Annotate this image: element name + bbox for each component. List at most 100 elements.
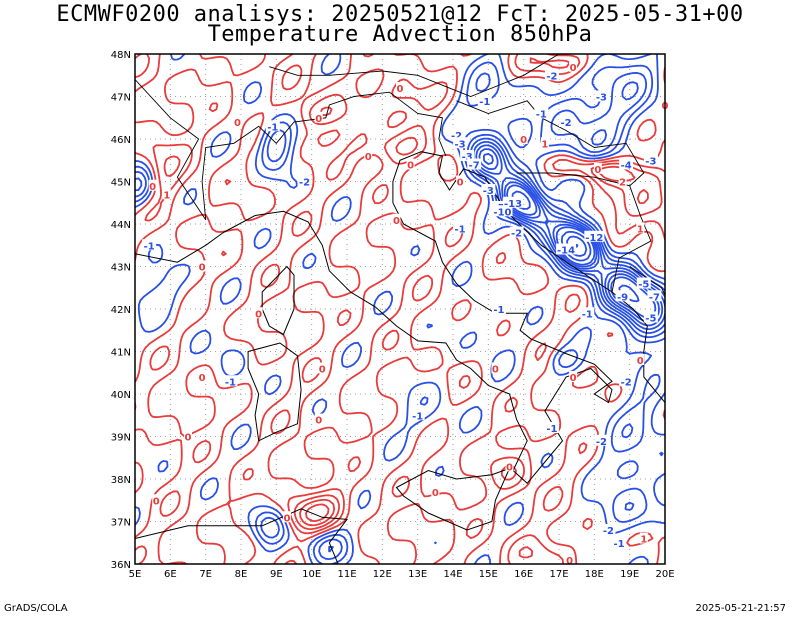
contour-value-label: -13 — [504, 199, 522, 210]
contour-value-label: 0 — [234, 118, 241, 129]
contour-value-label: -2 — [546, 71, 557, 82]
contour-label-background — [636, 354, 645, 365]
contour-value-label: -5 — [645, 314, 656, 325]
negative-advection-contour — [574, 243, 579, 248]
contour-label-background — [282, 511, 291, 523]
contour-label-background — [559, 116, 574, 127]
contour-label-background — [519, 133, 528, 144]
contour-label-background — [565, 553, 574, 565]
contour-label-background — [544, 422, 559, 433]
negative-advection-contour — [478, 148, 660, 323]
positive-advection-contour — [135, 54, 665, 564]
longitude-tick-label: 6E — [164, 569, 177, 580]
contour-label-background — [643, 154, 658, 166]
contour-label-background — [477, 94, 492, 106]
contour-value-label: 0 — [199, 373, 206, 384]
longitude-tick-label: 18E — [585, 569, 604, 580]
positive-advection-contour — [305, 503, 330, 522]
contour-label-background — [593, 162, 602, 174]
longitude-tick-label: 15E — [479, 569, 498, 580]
latitude-tick-label: 45N — [111, 178, 131, 189]
contour-label-background — [636, 277, 651, 289]
contour-value-label: -12 — [585, 233, 603, 244]
contour-value-label: 0 — [149, 182, 156, 193]
contour-value-label: 0 — [397, 84, 404, 95]
latitude-tick-label: 39N — [111, 433, 131, 444]
contour-label-background — [364, 150, 373, 161]
contour-value-label: -7 — [469, 161, 480, 172]
contour-value-label: 2 — [619, 178, 626, 189]
map-title: ECMWF0200 analisys: 20250521@12 FcT: 202… — [56, 2, 744, 27]
contour-value-label: 0 — [393, 216, 400, 227]
contour-value-label: 0 — [407, 161, 414, 172]
contour-value-label: 0 — [570, 373, 577, 384]
contour-label-background — [534, 107, 549, 119]
border-line — [269, 54, 560, 97]
contour-value-label: 0 — [319, 365, 326, 376]
contour-label-background — [503, 196, 524, 208]
longitude-tick-label: 10E — [302, 569, 321, 580]
contour-value-label: -1 — [412, 411, 423, 422]
contour-value-label: -4 — [621, 161, 632, 172]
contour-value-label: -1 — [144, 241, 155, 252]
contour-label-background — [449, 128, 464, 140]
contour-value-label: 0 — [520, 135, 527, 146]
latitude-tick-label: 41N — [111, 348, 131, 359]
contour-value-label: 0 — [432, 488, 439, 499]
longitude-tick-label: 5E — [129, 569, 142, 580]
contour-value-label: 0 — [594, 165, 601, 176]
positive-advection-contour — [163, 57, 663, 559]
contour-label-background — [643, 311, 658, 323]
contour-label-background — [453, 222, 468, 234]
contour-value-label: 0 — [506, 462, 513, 473]
contour-label-background — [556, 243, 577, 255]
contour-label-background — [594, 90, 609, 102]
contour-value-label: 0 — [570, 63, 577, 74]
contour-label-background — [318, 362, 327, 374]
longitude-tick-label: 7E — [199, 569, 212, 580]
border-line — [629, 266, 665, 296]
contour-value-label: -3 — [596, 93, 607, 104]
latitude-tick-label: 44N — [111, 220, 131, 231]
contour-value-label: 0 — [283, 513, 290, 524]
longitude-tick-label: 8E — [235, 569, 248, 580]
contour-label-background — [162, 188, 171, 200]
longitude-tick-label: 17E — [549, 569, 568, 580]
africa-coastline — [135, 508, 348, 564]
contour-label-background — [198, 260, 207, 272]
latitude-tick-label: 43N — [111, 263, 131, 274]
contour-label-background — [544, 69, 559, 81]
contour-value-label: 0 — [315, 416, 322, 427]
contour-value-label: 1 — [163, 190, 170, 201]
corsica-coastline — [261, 265, 295, 336]
contour-value-label: -14 — [557, 246, 575, 257]
latitude-tick-label: 38N — [111, 475, 131, 486]
longitude-tick-label: 9E — [270, 569, 283, 580]
contour-value-label: -3 — [462, 152, 473, 163]
longitude-tick-label: 19E — [620, 569, 639, 580]
contour-label-background — [314, 413, 323, 425]
border-line — [516, 172, 652, 293]
contour-value-label: -2 — [511, 229, 522, 240]
contour-value-label: -1 — [267, 122, 278, 133]
contour-label-background — [453, 137, 468, 149]
sardinia-coastline — [247, 342, 302, 442]
contour-value-label: 1 — [541, 139, 548, 150]
contour-label-background — [233, 116, 242, 127]
contour-value-label: -1 — [493, 305, 504, 316]
contour-label-background — [615, 290, 630, 302]
latitude-tick-label: 48N — [111, 50, 131, 61]
contour-value-label: -2 — [561, 118, 572, 129]
longitude-tick-label: 14E — [443, 569, 462, 580]
contour-label-background — [505, 460, 514, 472]
axis-labels: 5E 6E 7E 8E 9E 10E 11E 12E 13E 14E 15E 16E 17E 18E 19E… — [111, 50, 675, 580]
contour-label-background — [148, 179, 157, 191]
sicily-coastline — [395, 467, 511, 531]
footer-timestamp: 2025-05-21-21:57 — [695, 603, 786, 614]
contour-label-background — [152, 494, 161, 506]
contour-value-label: -1 — [546, 424, 557, 435]
negative-advection-contour — [135, 61, 665, 564]
contour-value-label: -1 — [455, 224, 466, 235]
contour-label-background — [254, 307, 263, 319]
